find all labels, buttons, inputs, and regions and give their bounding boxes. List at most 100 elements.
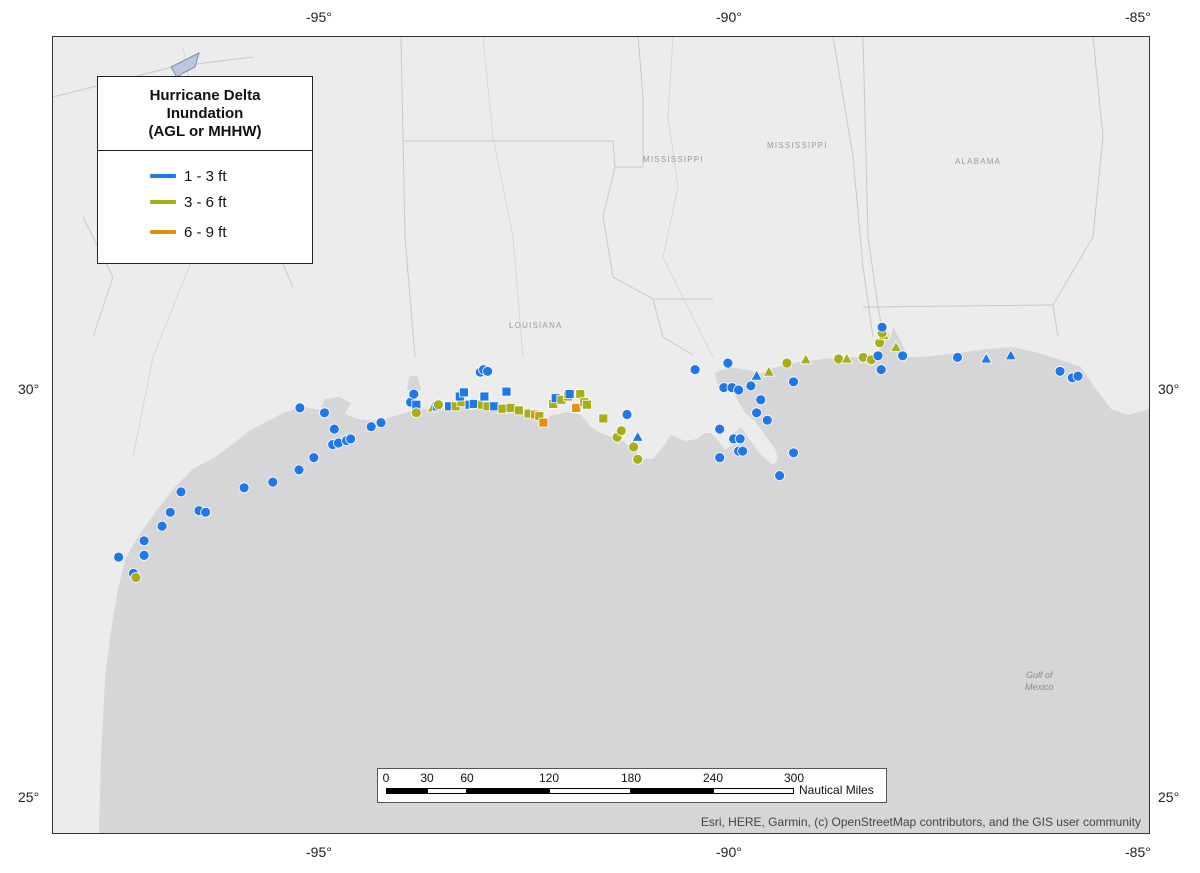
scale-segment [631, 788, 713, 794]
observation-marker-circle[interactable] [365, 421, 377, 433]
observation-marker-circle[interactable] [113, 551, 124, 563]
observation-marker-circle[interactable] [408, 388, 420, 400]
lat-label-right-30: 30° [1158, 381, 1180, 397]
observation-marker-square[interactable] [479, 391, 490, 402]
legend-label: 6 - 9 ft [184, 223, 227, 241]
observation-marker-circle[interactable] [1054, 365, 1066, 377]
observation-marker-circle[interactable] [621, 409, 633, 420]
observation-marker-square[interactable] [501, 386, 512, 397]
scale-tick-240: 240 [702, 771, 724, 785]
observation-marker-circle[interactable] [788, 376, 799, 388]
observation-marker-circle[interactable] [375, 417, 387, 429]
observation-marker-square[interactable] [598, 413, 609, 424]
observation-marker-circle[interactable] [293, 464, 305, 476]
legend-title-line-1: Hurricane Delta [149, 87, 261, 104]
observation-marker-square[interactable] [571, 402, 582, 413]
observation-marker-circle[interactable] [722, 357, 734, 369]
scale-tick-300: 300 [783, 771, 805, 785]
observation-marker-circle[interactable] [745, 380, 757, 392]
observation-marker-circle[interactable] [689, 364, 701, 376]
scale-unit-label: Nautical Miles [799, 783, 874, 797]
observation-marker-circle[interactable] [897, 350, 908, 362]
observation-marker-circle[interactable] [875, 364, 887, 376]
observation-marker-square[interactable] [497, 403, 508, 414]
observation-marker-square[interactable] [582, 399, 592, 410]
scale-tick-30: 30 [420, 771, 434, 785]
observation-marker-circle[interactable] [761, 414, 773, 426]
observation-marker-circle[interactable] [164, 506, 176, 518]
scale-segment [713, 788, 794, 794]
observation-marker-circle[interactable] [200, 506, 212, 518]
observation-marker-circle[interactable] [328, 423, 340, 435]
observation-marker-square[interactable] [489, 401, 500, 412]
observation-marker-circle[interactable] [872, 350, 884, 362]
observation-marker-square[interactable] [575, 389, 586, 400]
observation-marker-triangle[interactable] [799, 352, 812, 365]
observation-marker-circle[interactable] [1072, 370, 1084, 382]
scale-segment [386, 788, 427, 794]
observation-marker-triangle[interactable] [1004, 348, 1017, 361]
observation-marker-circle[interactable] [130, 572, 142, 583]
observation-marker-square[interactable] [538, 417, 549, 428]
observation-marker-circle[interactable] [432, 399, 444, 411]
legend-swatch-blue [150, 174, 176, 178]
observation-marker-circle[interactable] [737, 445, 749, 457]
observation-marker-circle[interactable] [267, 476, 279, 488]
lat-label-left-30: 30° [18, 381, 40, 397]
observation-marker-circle[interactable] [319, 407, 330, 419]
state-label-mississippi-2: MISSISSIPPI [767, 141, 828, 150]
observation-marker-square[interactable] [505, 402, 516, 413]
observation-marker-circle[interactable] [138, 535, 150, 547]
observation-marker-triangle[interactable] [840, 352, 853, 364]
legend-title: Hurricane Delta Inundation (AGL or MHHW) [98, 77, 312, 151]
observation-marker-circle[interactable] [238, 482, 250, 494]
scale-segment [427, 788, 467, 794]
observation-marker-circle[interactable] [156, 520, 168, 532]
observation-marker-circle[interactable] [632, 453, 644, 465]
observation-marker-circle[interactable] [714, 452, 726, 464]
observation-marker-circle[interactable] [714, 423, 726, 435]
observation-marker-circle[interactable] [952, 351, 963, 363]
scale-segment [467, 788, 549, 794]
legend-swatch-orange [150, 230, 176, 234]
observation-marker-circle[interactable] [482, 365, 494, 377]
observation-marker-square[interactable] [513, 405, 524, 416]
observation-marker-circle[interactable] [733, 384, 744, 396]
observation-marker-triangle[interactable] [750, 369, 763, 381]
observation-marker-circle[interactable] [294, 402, 306, 414]
observation-marker-triangle[interactable] [631, 430, 644, 442]
observation-marker-triangle[interactable] [889, 340, 903, 353]
lon-label-bottom-95: -95° [306, 844, 332, 860]
observation-marker-circle[interactable] [345, 433, 357, 445]
scale-tick-60: 60 [460, 771, 474, 785]
observation-marker-circle[interactable] [308, 452, 320, 464]
gulf-water [99, 327, 1149, 833]
sea-label-line-1: Gulf of [1026, 670, 1053, 680]
observation-marker-circle[interactable] [175, 486, 187, 498]
lon-label-bottom-90: -90° [716, 844, 742, 860]
observation-marker-square[interactable] [468, 398, 479, 409]
legend-swatch-olive [150, 200, 176, 204]
sea-label-line-2: Mexico [1025, 682, 1054, 692]
map-attribution: Esri, HERE, Garmin, (c) OpenStreetMap co… [700, 815, 1141, 829]
observation-marker-square[interactable] [458, 387, 469, 398]
observation-marker-circle[interactable] [410, 407, 422, 419]
observation-marker-circle[interactable] [781, 357, 793, 369]
observation-marker-square[interactable] [564, 389, 575, 400]
observation-marker-triangle[interactable] [762, 365, 776, 377]
legend-label: 1 - 3 ft [184, 167, 227, 185]
observation-marker-circle[interactable] [755, 394, 767, 406]
observation-marker-circle[interactable] [734, 433, 746, 445]
legend-item-3-6ft: 3 - 6 ft [150, 192, 227, 212]
observation-marker-circle[interactable] [751, 407, 762, 419]
observation-marker-circle[interactable] [615, 425, 627, 437]
observation-marker-circle[interactable] [876, 321, 888, 333]
legend-label: 3 - 6 ft [184, 193, 227, 211]
observation-marker-triangle[interactable] [980, 352, 993, 364]
sea-label-gulf-of-mexico: Gulf of Mexico [1025, 669, 1054, 693]
observation-marker-circle[interactable] [774, 470, 785, 482]
observation-marker-circle[interactable] [628, 441, 639, 453]
observation-marker-circle[interactable] [788, 447, 799, 459]
observation-marker-circle[interactable] [138, 550, 150, 561]
scale-tick-0: 0 [382, 771, 390, 785]
